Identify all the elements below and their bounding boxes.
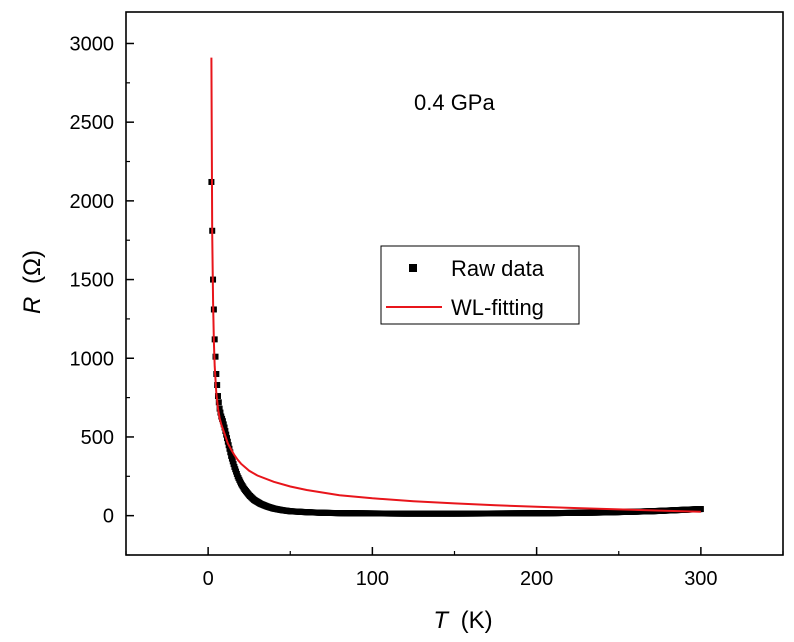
raw-data-point bbox=[214, 393, 221, 400]
x-tick-label: 300 bbox=[684, 568, 717, 590]
raw-data-point bbox=[212, 353, 219, 360]
raw-data-point bbox=[697, 506, 704, 513]
legend-marker-raw-data bbox=[409, 264, 417, 272]
y-tick-label: 2500 bbox=[70, 112, 115, 134]
raw-data-point bbox=[221, 424, 228, 431]
wl-fitting-line bbox=[210, 57, 701, 513]
raw-data-point bbox=[217, 409, 224, 416]
x-axis-unit: (K) bbox=[461, 607, 493, 634]
raw-data-point bbox=[215, 399, 222, 406]
y-axis-label: R (Ω) bbox=[19, 250, 46, 314]
series-layer bbox=[208, 57, 704, 517]
y-axis: 0 500 1000 1500 2000 2500 3000 bbox=[70, 33, 134, 556]
y-axis-symbol: R bbox=[19, 297, 46, 314]
legend-box bbox=[380, 245, 580, 325]
x-tick-label: 0 bbox=[203, 568, 214, 590]
raw-data-point bbox=[220, 421, 227, 428]
y-tick-label: 1000 bbox=[70, 348, 115, 370]
legend-label-raw-data: Raw data bbox=[451, 256, 545, 281]
y-tick-label: 1500 bbox=[70, 270, 115, 292]
x-axis-label: T (K) bbox=[433, 607, 492, 634]
raw-data-point bbox=[213, 371, 220, 377]
raw-data-point bbox=[214, 382, 221, 389]
y-tick-label: 2000 bbox=[70, 191, 115, 213]
x-tick-label: 200 bbox=[520, 568, 553, 590]
annotation-pressure: 0.4 GPa bbox=[414, 90, 495, 115]
raw-data-point bbox=[227, 449, 234, 456]
raw-data-point bbox=[226, 445, 233, 452]
raw-data-point bbox=[219, 418, 226, 425]
y-tick-label: 3000 bbox=[70, 33, 115, 55]
raw-data-point bbox=[223, 431, 230, 438]
y-axis-unit: (Ω) bbox=[19, 250, 46, 284]
y-tick-label: 500 bbox=[81, 427, 114, 449]
raw-data-point bbox=[222, 428, 229, 435]
x-axis-symbol: T bbox=[433, 607, 450, 634]
legend: Raw data WL-fitting bbox=[380, 245, 580, 325]
legend-label-wl-fitting: WL-fitting bbox=[451, 295, 544, 320]
x-axis: 0 100 200 300 bbox=[125, 547, 784, 590]
raw-data-point bbox=[216, 405, 223, 412]
x-tick-label: 100 bbox=[356, 568, 389, 590]
y-tick-label: 0 bbox=[103, 506, 114, 528]
